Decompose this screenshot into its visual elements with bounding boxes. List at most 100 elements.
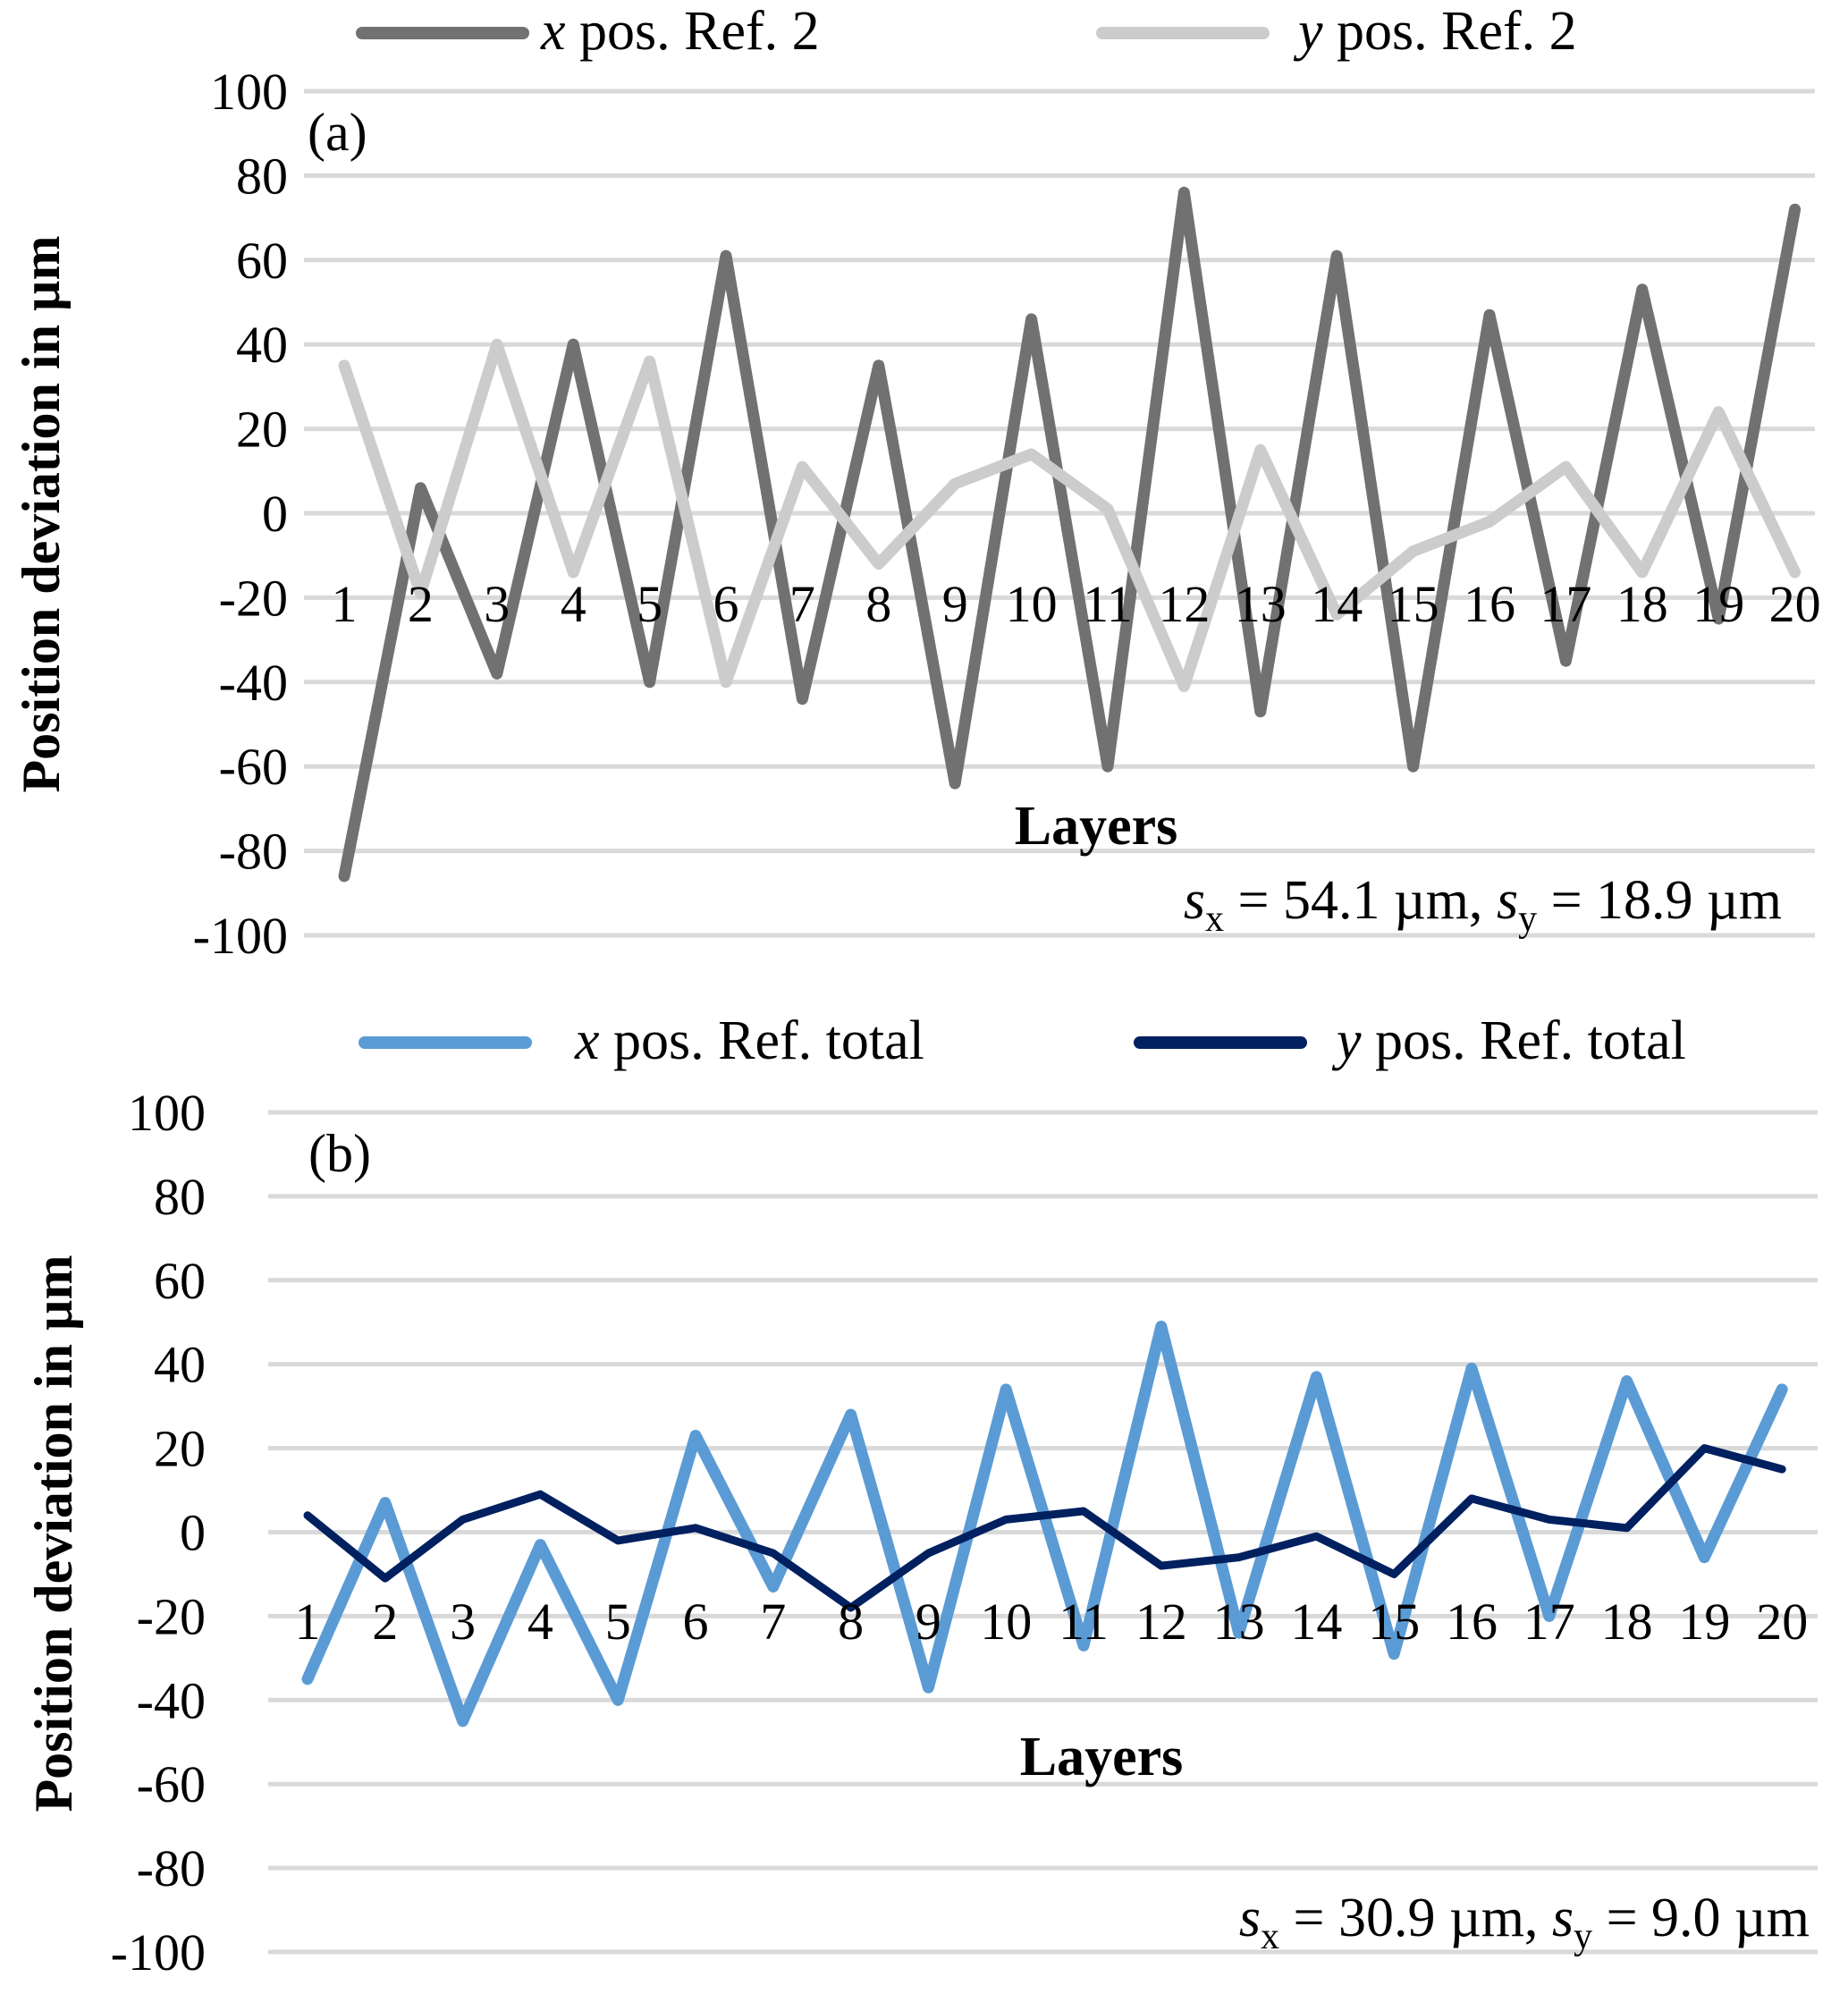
chart-b-y-tick-label: 20 bbox=[154, 1420, 206, 1478]
chart-b-x-tick-label: 17 bbox=[1523, 1593, 1575, 1651]
chart-b-x-tick-label: 7 bbox=[760, 1593, 786, 1651]
chart-a-x-tick-label: 13 bbox=[1235, 575, 1287, 633]
chart-b-x-tick-label: 3 bbox=[450, 1593, 476, 1651]
legend-axis-symbol: x bbox=[540, 1, 566, 62]
chart-b-y-tick-label: -60 bbox=[137, 1755, 206, 1813]
chart-a-x-tick-label: 3 bbox=[484, 575, 510, 633]
chart-a-series bbox=[338, 186, 1802, 883]
chart-a-series-y-line bbox=[338, 338, 1802, 692]
chart-b-x-tick-label: 6 bbox=[683, 1593, 709, 1651]
chart-b-legend-label-x: x pos. Ref. total bbox=[574, 1010, 924, 1071]
chart-a-x-tick-label: 11 bbox=[1083, 575, 1133, 633]
legend-axis-symbol: y bbox=[1293, 1, 1323, 62]
sy-symbol: s bbox=[1497, 870, 1518, 931]
chart-b-std-annotation: sx = 30.9 µm, sy = 9.0 µm bbox=[1239, 1888, 1810, 1957]
chart-a-x-axis-title: Layers bbox=[1015, 796, 1178, 857]
chart-a-y-ticks: 100 80 60 40 20 0 -20 -40 -60 -80 -100 bbox=[193, 63, 288, 965]
chart-b-x-tick-label: 15 bbox=[1368, 1593, 1420, 1651]
chart-b-x-tick-label: 1 bbox=[295, 1593, 321, 1651]
chart-a-y-tick-label: 100 bbox=[210, 63, 288, 121]
chart-b-legend: x pos. Ref. total y pos. Ref. total bbox=[359, 1010, 1686, 1071]
legend-series-name: pos. Ref. 2 bbox=[566, 1, 820, 62]
chart-b-x-tick-label: 10 bbox=[980, 1593, 1032, 1651]
chart-a-x-tick-label: 2 bbox=[408, 575, 434, 633]
chart-b-x-tick-label: 11 bbox=[1059, 1593, 1109, 1651]
chart-a-y-tick-label: -60 bbox=[219, 738, 288, 796]
chart-b-gridlines bbox=[268, 1110, 1818, 1955]
chart-b-x-tick-label: 8 bbox=[838, 1593, 864, 1651]
chart-a-x-tick-label: 20 bbox=[1769, 575, 1821, 633]
sy-symbol: s bbox=[1552, 1888, 1574, 1948]
chart-a-x-tick-label: 1 bbox=[332, 575, 358, 633]
sy-value: = 18.9 µm bbox=[1537, 870, 1782, 931]
chart-b-y-tick-label: 40 bbox=[154, 1336, 206, 1394]
chart-a-y-tick-label: -20 bbox=[219, 569, 288, 627]
chart-a-panel-label: (a) bbox=[308, 103, 367, 162]
chart-a-y-tick-label: 0 bbox=[262, 485, 288, 543]
chart-b-y-tick-label: -40 bbox=[137, 1671, 206, 1729]
chart-b-series bbox=[301, 1320, 1788, 1728]
chart-a-x-tick-label: 12 bbox=[1158, 575, 1210, 633]
chart-b-x-tick-label: 16 bbox=[1446, 1593, 1498, 1651]
sx-subscript: x bbox=[1205, 899, 1224, 940]
chart-a-x-tick-label: 16 bbox=[1464, 575, 1515, 633]
chart-a-y-tick-label: -80 bbox=[219, 823, 288, 881]
chart-b-x-tick-label: 20 bbox=[1756, 1593, 1808, 1651]
chart-a-y-tick-label: -40 bbox=[219, 654, 288, 712]
chart-b-y-tick-label: 80 bbox=[154, 1168, 206, 1226]
chart-b-panel-label: (b) bbox=[308, 1124, 371, 1183]
chart-a-legend-label-x: x pos. Ref. 2 bbox=[540, 1, 820, 62]
chart-a-x-tick-label: 9 bbox=[942, 575, 968, 633]
chart-b-y-tick-label: -20 bbox=[137, 1587, 206, 1645]
chart-b-x-tick-label: 19 bbox=[1678, 1593, 1730, 1651]
chart-b-x-tick-label: 9 bbox=[916, 1593, 941, 1651]
legend-axis-symbol: y bbox=[1331, 1010, 1362, 1071]
sx-symbol: s bbox=[1184, 870, 1205, 931]
chart-a-x-tick-label: 14 bbox=[1311, 575, 1363, 633]
chart-a-y-tick-label: 20 bbox=[236, 401, 288, 459]
sy-value: = 9.0 µm bbox=[1592, 1888, 1810, 1948]
chart-a-x-tick-label: 15 bbox=[1388, 575, 1439, 633]
chart-a-x-tick-label: 18 bbox=[1616, 575, 1668, 633]
chart-b-x-ticks: 1 2 3 4 5 6 7 8 9 10 11 12 13 14 15 16 17 18 19 20 bbox=[295, 1593, 1809, 1651]
chart-a-std-annotation: sx = 54.1 µm, sy = 18.9 µm bbox=[1184, 870, 1782, 940]
chart-a-y-tick-label: 60 bbox=[236, 232, 288, 290]
chart-b-x-tick-label: 5 bbox=[605, 1593, 631, 1651]
chart-b-y-tick-label: 100 bbox=[128, 1084, 206, 1142]
sy-subscript: y bbox=[1574, 1916, 1592, 1957]
chart-b-x-tick-label: 4 bbox=[527, 1593, 553, 1651]
sx-value: = 30.9 µm, bbox=[1279, 1888, 1552, 1948]
chart-a-x-tick-label: 6 bbox=[713, 575, 739, 633]
chart-a-y-tick-label: -100 bbox=[193, 907, 288, 965]
chart-b-x-tick-label: 13 bbox=[1213, 1593, 1265, 1651]
legend-series-name: pos. Ref. total bbox=[600, 1010, 924, 1071]
legend-series-name: pos. Ref. 2 bbox=[1323, 1, 1577, 62]
chart-b-x-tick-label: 12 bbox=[1135, 1593, 1187, 1651]
chart-b-x-tick-label: 18 bbox=[1601, 1593, 1653, 1651]
chart-a-x-tick-label: 4 bbox=[561, 575, 586, 633]
chart-a-x-tick-label: 8 bbox=[865, 575, 891, 633]
chart-b-y-axis-title: Position deviation in µm bbox=[24, 1255, 83, 1812]
chart-a-x-tick-label: 7 bbox=[789, 575, 815, 633]
chart-b-legend-label-y: y pos. Ref. total bbox=[1331, 1010, 1686, 1071]
chart-a-x-tick-label: 17 bbox=[1540, 575, 1591, 633]
chart-a-series-x-line bbox=[338, 186, 1802, 883]
chart-a-x-tick-label: 19 bbox=[1692, 575, 1744, 633]
chart-b-y-tick-label: 0 bbox=[180, 1504, 206, 1562]
sx-subscript: x bbox=[1261, 1916, 1279, 1957]
chart-b-series-y-line bbox=[303, 1444, 1786, 1612]
legend-series-name: pos. Ref. total bbox=[1362, 1010, 1686, 1071]
chart-b-y-ticks: 100 80 60 40 20 0 -20 -40 -60 -80 -100 bbox=[111, 1084, 206, 1981]
legend-axis-symbol: x bbox=[574, 1010, 600, 1071]
chart-b-x-tick-label: 14 bbox=[1290, 1593, 1342, 1651]
chart-a-y-tick-label: 40 bbox=[236, 316, 288, 374]
chart-a-x-tick-label: 10 bbox=[1006, 575, 1058, 633]
sx-symbol: s bbox=[1239, 1888, 1261, 1948]
chart-a-y-axis-title: Position deviation in µm bbox=[12, 236, 71, 793]
chart-b-x-axis-title: Layers bbox=[1020, 1727, 1184, 1787]
chart-b-x-tick-label: 2 bbox=[372, 1593, 398, 1651]
